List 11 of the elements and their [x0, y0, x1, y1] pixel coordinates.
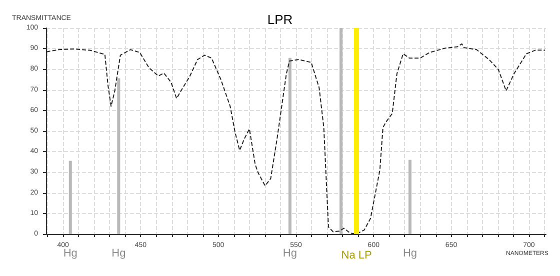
data-label: Hg — [402, 248, 418, 260]
bar — [68, 160, 72, 234]
ref-line-label: Na LP — [341, 250, 372, 262]
chart-title: LPR — [267, 12, 293, 27]
bar — [340, 28, 343, 234]
data-label: Hg — [282, 248, 297, 260]
bar — [288, 58, 292, 234]
bar — [408, 160, 412, 234]
bar — [117, 78, 120, 234]
data-label: Hg — [112, 248, 126, 260]
data-label: Hg — [63, 248, 78, 260]
